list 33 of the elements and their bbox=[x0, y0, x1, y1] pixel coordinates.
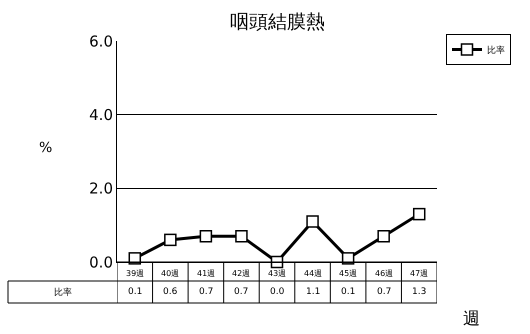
x-tick-label: 45週 bbox=[339, 269, 358, 278]
x-tick-label: 46週 bbox=[375, 269, 394, 278]
point bbox=[200, 230, 212, 242]
point bbox=[164, 234, 177, 246]
chart-title: 咽頭結膜熱 bbox=[230, 11, 325, 33]
x-tick-label: 47週 bbox=[410, 269, 428, 278]
point bbox=[377, 230, 390, 242]
x-tick-label: 41週 bbox=[197, 269, 216, 278]
legend-label: 比率 bbox=[487, 45, 505, 56]
y-tick-label: 6.0 bbox=[89, 32, 113, 50]
y-tick-label: 4.0 bbox=[89, 106, 113, 124]
data-label: 0.7 bbox=[199, 287, 214, 297]
y-axis-title: % bbox=[39, 140, 52, 156]
y-tick-label: 0.0 bbox=[89, 253, 113, 272]
x-tick-label: 40週 bbox=[161, 269, 180, 278]
x-tick-label: 42週 bbox=[232, 269, 250, 278]
text: 比率 bbox=[54, 288, 72, 298]
x-tick-label: 44週 bbox=[304, 269, 322, 278]
data-label: 0.7 bbox=[377, 287, 392, 297]
data-label: 0.0 bbox=[270, 287, 285, 297]
data-label: 0.6 bbox=[163, 287, 178, 297]
data-label: 1.3 bbox=[412, 287, 426, 297]
point bbox=[306, 215, 319, 228]
data-label: 1.1 bbox=[306, 287, 320, 297]
data-label: 0.7 bbox=[234, 287, 248, 297]
data-label: 0.1 bbox=[128, 287, 142, 297]
point bbox=[235, 230, 248, 242]
x-axis-title: 週 bbox=[463, 309, 480, 329]
data-label: 0.1 bbox=[341, 287, 356, 297]
point bbox=[412, 208, 426, 220]
y-tick-label: 2.0 bbox=[89, 180, 113, 198]
x-tick-label: 39週 bbox=[126, 269, 144, 278]
x-tick-label: 43週 bbox=[268, 269, 286, 278]
